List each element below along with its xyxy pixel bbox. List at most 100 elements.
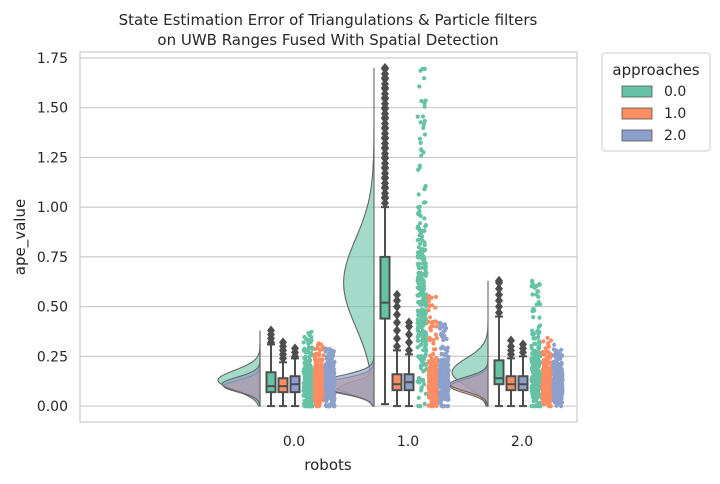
box-plots xyxy=(265,62,529,408)
strip-point xyxy=(433,319,438,324)
strip-point xyxy=(434,371,439,376)
strip-point xyxy=(446,378,451,383)
strip-point xyxy=(416,245,421,250)
strip-point xyxy=(422,296,427,301)
outlier xyxy=(393,295,401,306)
strip-point xyxy=(538,323,543,328)
strip-point xyxy=(554,348,559,353)
legend-label-2: 2.0 xyxy=(664,128,686,144)
strip-point xyxy=(331,399,336,404)
strip-point xyxy=(420,358,425,363)
strip-point xyxy=(547,394,552,399)
outlier xyxy=(393,325,401,336)
strip-point xyxy=(330,361,335,366)
strip-point xyxy=(307,377,312,383)
strip-point xyxy=(427,303,433,308)
strip-point xyxy=(422,284,427,289)
strip-point xyxy=(536,339,542,344)
outlier xyxy=(495,295,503,306)
strip-point xyxy=(421,292,426,298)
strip-point xyxy=(438,322,443,327)
strip-point xyxy=(312,354,317,359)
y-tick-label: 0.75 xyxy=(37,250,68,266)
strip-point xyxy=(430,404,435,409)
strip-point xyxy=(315,342,320,348)
outlier xyxy=(495,301,503,312)
strip-point xyxy=(559,360,564,365)
strip-point xyxy=(431,351,436,357)
strip-point xyxy=(330,350,335,356)
strip-point xyxy=(555,365,561,370)
strip-point xyxy=(418,68,423,73)
strip-point xyxy=(315,402,320,407)
strip-point xyxy=(559,367,564,372)
strip-point xyxy=(441,324,446,329)
strip-point xyxy=(540,352,545,357)
strip-point xyxy=(551,362,556,367)
y-tick-label: 1.25 xyxy=(37,150,68,166)
strip-point xyxy=(537,346,542,351)
strip-point xyxy=(306,363,311,368)
strip-point xyxy=(314,351,319,356)
strip-point xyxy=(421,280,426,285)
strip-point xyxy=(442,369,447,374)
strip-point xyxy=(328,373,333,378)
strip-point xyxy=(301,340,306,345)
strip-point xyxy=(530,364,535,370)
strip-point xyxy=(317,357,322,362)
strip-point xyxy=(553,381,558,387)
box xyxy=(493,359,505,386)
strip-point xyxy=(559,404,564,409)
outlier xyxy=(393,301,401,312)
strip-point xyxy=(537,282,542,287)
strip-point xyxy=(330,394,335,399)
strip-point xyxy=(416,376,422,381)
strip-point xyxy=(423,98,428,103)
strip-point xyxy=(306,384,311,389)
strip-point xyxy=(433,377,438,382)
strip-point xyxy=(417,292,422,297)
strip-point xyxy=(418,120,423,125)
strip-point xyxy=(417,226,422,231)
strip-point xyxy=(438,326,443,331)
strip-point xyxy=(422,401,427,406)
strip-point xyxy=(317,379,322,384)
strip-point xyxy=(433,391,438,396)
strip-point xyxy=(419,385,424,390)
strip-point xyxy=(421,378,426,383)
strip-point xyxy=(548,380,553,385)
y-tick-label: 0.50 xyxy=(37,300,68,316)
strip-point xyxy=(417,221,423,226)
legend-frame xyxy=(601,52,711,152)
strip-point xyxy=(422,66,427,71)
strip-point xyxy=(419,237,424,242)
strip-point xyxy=(423,183,428,189)
strip-point xyxy=(428,375,433,380)
legend-label-1: 1.0 xyxy=(664,106,686,122)
outlier xyxy=(267,325,275,336)
strip-point xyxy=(420,234,425,239)
strip-point xyxy=(422,132,427,137)
y-tick-label: 0.00 xyxy=(37,399,68,415)
outlier xyxy=(495,289,503,300)
strip-point xyxy=(328,347,333,352)
strip-point xyxy=(531,332,536,337)
strip-point xyxy=(320,357,325,362)
strip-point xyxy=(535,289,540,294)
strip-point xyxy=(418,276,423,281)
strip-point xyxy=(321,353,326,358)
strip-point xyxy=(431,400,436,405)
strip-point xyxy=(542,365,548,371)
strip-point xyxy=(559,393,564,398)
strip-point xyxy=(419,98,424,104)
strip-point xyxy=(327,367,332,372)
strip-point xyxy=(433,332,438,337)
strip-point xyxy=(535,404,540,409)
strip-point xyxy=(534,397,539,403)
strip-point xyxy=(422,76,427,81)
strip-point xyxy=(331,373,336,378)
strip-point xyxy=(418,343,423,348)
strip-point xyxy=(324,387,330,392)
y-tick-label: 0.25 xyxy=(37,349,68,365)
strip-point xyxy=(553,373,558,379)
